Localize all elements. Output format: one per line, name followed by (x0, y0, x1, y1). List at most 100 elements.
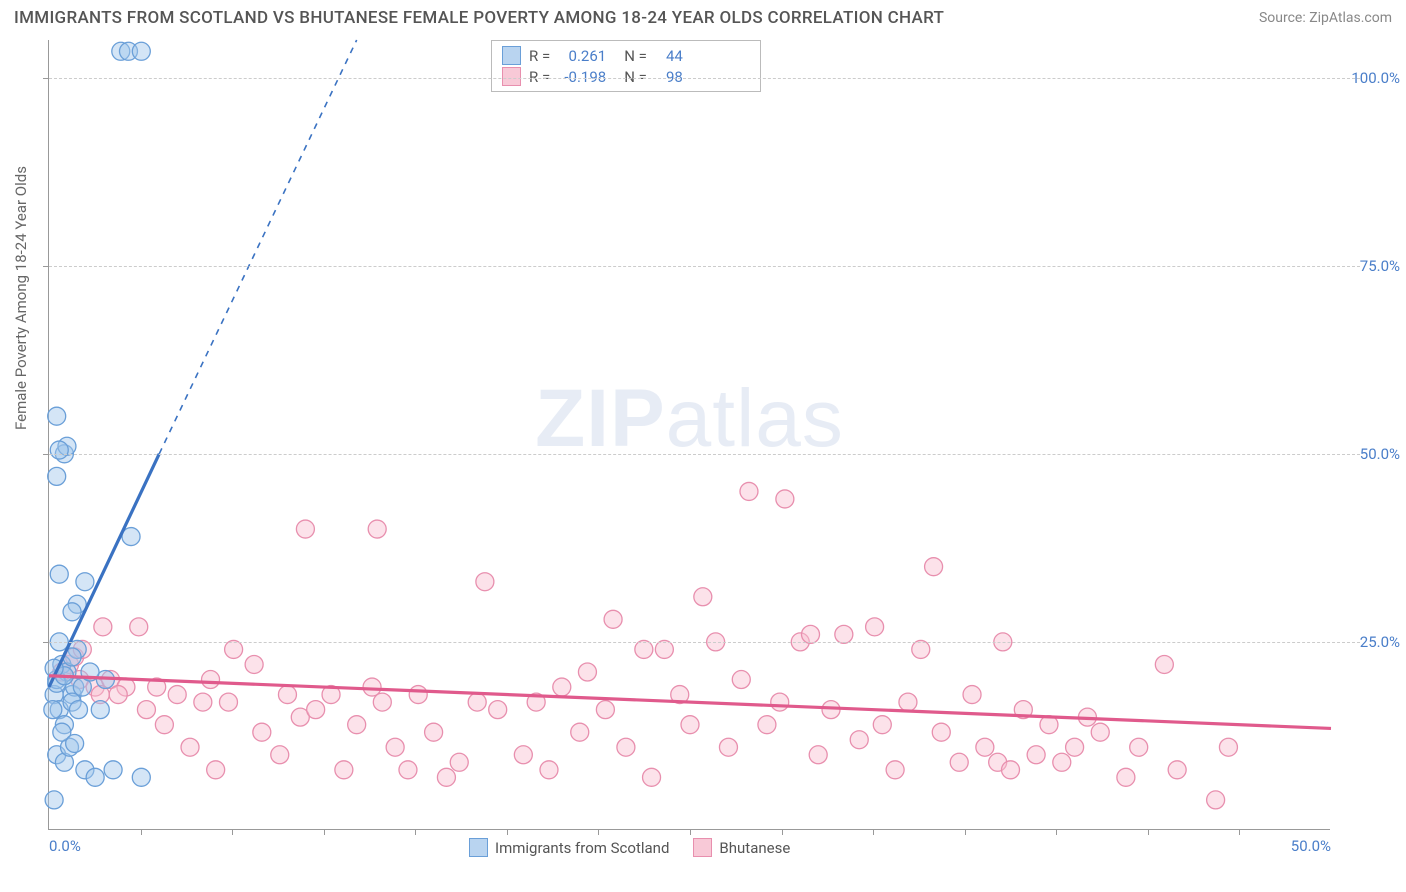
legend-label: Bhutanese (719, 839, 790, 857)
data-point (137, 701, 155, 719)
data-point (514, 746, 532, 764)
data-point (373, 693, 391, 711)
r-value: -0.198 (558, 68, 606, 86)
legend-label: Immigrants from Scotland (495, 839, 669, 857)
data-point (1207, 791, 1225, 809)
n-label: N = (624, 68, 647, 86)
data-point (771, 693, 789, 711)
data-point (617, 738, 635, 756)
y-tick-label: 100.0% (1351, 69, 1400, 87)
plot-svg (49, 40, 1330, 829)
data-point (48, 407, 66, 425)
data-point (571, 723, 589, 741)
data-point (44, 701, 62, 719)
data-point (643, 768, 661, 786)
data-point (207, 761, 225, 779)
data-point (132, 768, 150, 786)
x-tick-mark (1148, 829, 1149, 835)
gridline (49, 454, 1360, 455)
data-point (278, 686, 296, 704)
data-point (307, 701, 325, 719)
data-point (578, 663, 596, 681)
data-point (86, 768, 104, 786)
x-tick-mark (324, 829, 325, 835)
x-tick-mark (782, 829, 783, 835)
n-value: 44 (655, 47, 683, 65)
data-point (63, 603, 81, 621)
data-point (1117, 768, 1135, 786)
data-point (132, 42, 150, 60)
data-point (886, 761, 904, 779)
x-tick-mark (415, 829, 416, 835)
data-point (873, 716, 891, 734)
data-point (899, 693, 917, 711)
data-point (245, 655, 263, 673)
data-point (850, 731, 868, 749)
gridline (49, 78, 1360, 79)
x-tick-label: 50.0% (1291, 837, 1331, 855)
gridline (49, 642, 1360, 643)
gridline (49, 266, 1360, 267)
data-point (635, 640, 653, 658)
data-point (109, 686, 127, 704)
data-point (596, 701, 614, 719)
data-point (866, 618, 884, 636)
data-point (925, 558, 943, 576)
data-point (950, 753, 968, 771)
data-point (740, 482, 758, 500)
legend-row: R =-0.198N =98 (502, 66, 750, 87)
data-point (386, 738, 404, 756)
x-tick-mark (141, 829, 142, 835)
data-point (202, 671, 220, 689)
source-attribution: Source: ZipAtlas.com (1259, 10, 1392, 26)
data-point (932, 723, 950, 741)
data-point (553, 678, 571, 696)
data-point (104, 761, 122, 779)
legend-item: Immigrants from Scotland (469, 838, 669, 857)
x-tick-mark (965, 829, 966, 835)
x-tick-mark (690, 829, 691, 835)
data-point (155, 716, 173, 734)
x-tick-mark (598, 829, 599, 835)
data-point (758, 716, 776, 734)
data-point (604, 610, 622, 628)
data-point (66, 734, 84, 752)
data-point (489, 701, 507, 719)
series-legend: Immigrants from Scotland Bhutanese (469, 838, 790, 857)
chart-title: IMMIGRANTS FROM SCOTLAND VS BHUTANESE FE… (14, 8, 944, 28)
data-point (425, 723, 443, 741)
n-value: 98 (655, 68, 683, 86)
legend-swatch (502, 67, 521, 86)
data-point (253, 723, 271, 741)
y-tick-mark (43, 454, 49, 455)
n-label: N = (624, 47, 647, 65)
x-tick-label: 0.0% (49, 837, 81, 855)
data-point (335, 761, 353, 779)
data-point (409, 686, 427, 704)
data-point (271, 746, 289, 764)
x-tick-mark (873, 829, 874, 835)
data-point (48, 467, 66, 485)
x-tick-mark (1239, 829, 1240, 835)
r-value: 0.261 (558, 47, 606, 65)
y-tick-label: 75.0% (1360, 257, 1400, 275)
data-point (963, 686, 981, 704)
scatter-plot: ZIPatlas R =0.261N =44R =-0.198N =98 Imm… (48, 40, 1330, 830)
r-label: R = (529, 47, 550, 65)
data-point (1155, 655, 1173, 673)
data-point (694, 588, 712, 606)
data-point (130, 618, 148, 636)
data-point (296, 520, 314, 538)
y-tick-mark (43, 266, 49, 267)
data-point (1130, 738, 1148, 756)
data-point (1066, 738, 1084, 756)
data-point (437, 768, 455, 786)
data-point (776, 490, 794, 508)
data-point (1027, 746, 1045, 764)
data-point (76, 573, 94, 591)
y-tick-mark (43, 78, 49, 79)
data-point (835, 625, 853, 643)
y-tick-label: 50.0% (1360, 445, 1400, 463)
data-point (540, 761, 558, 779)
data-point (1091, 723, 1109, 741)
